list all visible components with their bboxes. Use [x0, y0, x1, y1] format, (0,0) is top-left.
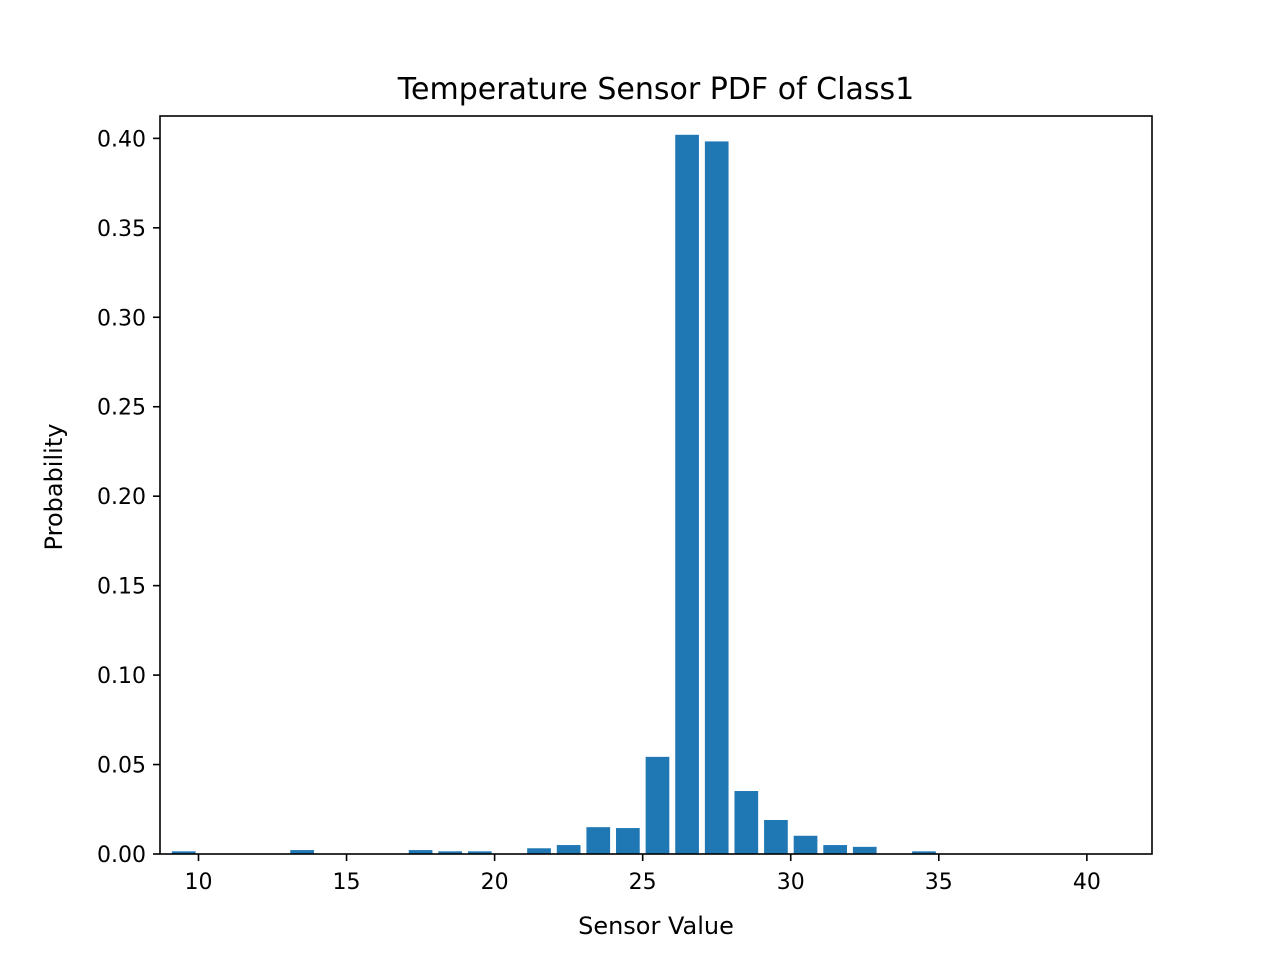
bar-17.5 [408, 850, 433, 854]
bar-27.5 [704, 141, 729, 854]
y-tick-label: 0.30 [97, 306, 146, 331]
y-tick-label: 0.20 [97, 485, 146, 510]
y-axis-label: Probability [40, 424, 68, 551]
plot-frame [159, 115, 1153, 855]
bar-28.5 [734, 791, 759, 854]
bar-29.5 [764, 820, 788, 854]
bar-24.5 [616, 828, 640, 854]
y-tick-label: 0.00 [97, 843, 146, 868]
x-tick-label: 10 [184, 870, 212, 895]
y-tick-label: 0.05 [97, 754, 146, 779]
y-tick-label: 0.10 [97, 664, 146, 689]
y-tick-label: 0.35 [97, 217, 146, 242]
bar-22.5 [556, 845, 581, 854]
bar-25.5 [645, 756, 670, 854]
y-axis-ticks: 0.00 0.05 0.10 0.15 0.20 0.25 0.30 0.35 0.40 [97, 127, 160, 868]
bar-32.5 [852, 846, 877, 854]
x-axis-ticks: 10 15 20 25 30 35 40 [184, 854, 1101, 895]
x-tick-label: 40 [1073, 870, 1101, 895]
bars-group [171, 134, 936, 854]
x-tick-label: 15 [333, 870, 361, 895]
bar-26.5 [675, 134, 699, 854]
bar-34.5 [912, 851, 936, 854]
bar-31.5 [823, 845, 847, 854]
x-tick-label: 25 [629, 870, 657, 895]
bar-23.5 [586, 827, 611, 854]
bar-30.5 [793, 835, 818, 854]
bar-19.5 [467, 851, 492, 854]
x-axis-label: Sensor Value [578, 912, 734, 940]
bar-9.5 [171, 851, 196, 854]
y-tick-label: 0.40 [97, 127, 146, 152]
x-tick-label: 20 [481, 870, 509, 895]
bar-13.5 [290, 850, 314, 854]
chart-title: Temperature Sensor PDF of Class1 [397, 72, 914, 107]
y-tick-label: 0.15 [97, 575, 146, 600]
y-tick-label: 0.25 [97, 396, 146, 421]
bar-18.5 [438, 851, 463, 854]
x-tick-label: 30 [777, 870, 805, 895]
x-tick-label: 35 [925, 870, 953, 895]
bar-21.5 [527, 848, 551, 854]
